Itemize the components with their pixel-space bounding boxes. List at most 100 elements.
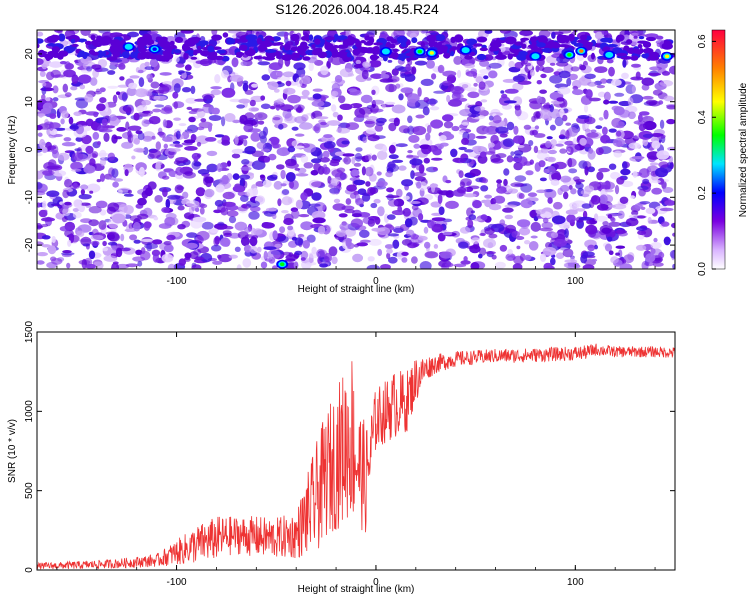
heatmap-cell <box>112 261 119 265</box>
heatmap-cell <box>333 198 341 204</box>
heatmap-cell <box>212 260 223 265</box>
heatmap-cell <box>120 233 125 242</box>
heatmap-cell <box>606 44 618 48</box>
heatmap-cell <box>197 153 202 158</box>
heatmap-cell <box>613 106 625 116</box>
heatmap-cell <box>63 205 69 210</box>
heatmap-cell <box>385 171 393 178</box>
heatmap-cell <box>217 221 225 226</box>
heatmap-cell <box>161 207 171 213</box>
heatmap-cell <box>269 105 276 110</box>
heatmap-cell <box>58 50 69 57</box>
heatmap-cell <box>484 227 495 235</box>
heatmap-cell <box>394 65 405 70</box>
heatmap-cell <box>261 222 275 229</box>
heatmap-cell <box>248 211 260 220</box>
heatmap-cell <box>71 43 79 48</box>
heatmap-cell <box>556 252 565 259</box>
heatmap-cell <box>547 197 553 204</box>
heatmap-cell <box>140 250 151 261</box>
heatmap-cell <box>285 254 299 261</box>
heatmap-cell <box>433 244 439 249</box>
heatmap-cell <box>538 30 551 39</box>
heatmap-cell <box>183 212 195 220</box>
heatmap-cell <box>570 66 580 72</box>
heatmap-cell <box>287 94 301 104</box>
heatmap-y-tick-label: 0 <box>24 146 35 152</box>
heatmap-cell <box>291 209 300 219</box>
heatmap-cell <box>606 137 612 144</box>
heatmap-cell <box>294 250 303 256</box>
snr-x-ticks: -100 0 100 <box>56 332 656 588</box>
heatmap-cell <box>496 186 507 194</box>
heatmap-cell <box>538 160 546 168</box>
heatmap-cell <box>616 34 625 42</box>
heatmap-cell <box>546 156 556 163</box>
heatmap-cell <box>338 213 348 218</box>
heatmap-cell <box>584 73 596 80</box>
heatmap-cell <box>453 55 463 65</box>
heatmap-cell <box>49 113 57 119</box>
heatmap-cell <box>224 113 236 122</box>
heatmap-cell <box>121 51 130 59</box>
snr-x-tick-label: 100 <box>567 577 584 588</box>
heatmap-cell <box>184 252 192 259</box>
heatmap-cell <box>638 188 646 197</box>
heatmap-cell <box>367 218 376 227</box>
heatmap-cell <box>211 30 218 36</box>
heatmap-cell <box>244 89 254 95</box>
heatmap-cell <box>265 207 277 212</box>
heatmap-cell <box>300 192 308 201</box>
heatmap-cell <box>144 243 159 250</box>
heatmap-cell <box>37 58 44 66</box>
heatmap-cell <box>464 149 474 153</box>
heatmap-cell <box>587 81 597 87</box>
heatmap-cell <box>354 152 363 162</box>
heatmap-cell <box>253 55 263 60</box>
heatmap-cell <box>142 135 153 142</box>
heatmap-cell <box>196 126 205 131</box>
heatmap-cell <box>531 38 536 44</box>
heatmap-cell <box>628 142 641 149</box>
heatmap-cell <box>627 97 634 106</box>
heatmap-cell <box>651 140 661 150</box>
heatmap-cell <box>635 244 647 251</box>
heatmap-cell <box>128 222 134 230</box>
heatmap-cell <box>564 259 578 264</box>
heatmap-cell <box>400 55 405 62</box>
heatmap-cell <box>566 143 580 153</box>
heatmap-cell <box>221 69 229 79</box>
heatmap-cell <box>418 213 424 221</box>
heatmap-cell <box>124 228 137 232</box>
heatmap-cell <box>138 166 145 177</box>
heatmap-cell <box>406 229 415 237</box>
heatmap-cell <box>129 234 138 241</box>
heatmap-cell <box>443 52 451 59</box>
heatmap-cell <box>604 243 613 252</box>
heatmap-cell <box>377 206 385 217</box>
heatmap-cell <box>204 176 214 184</box>
heatmap-cell <box>591 52 595 60</box>
heatmap-cell <box>388 154 399 160</box>
heatmap-cell <box>450 148 458 158</box>
heatmap-cell <box>217 254 222 259</box>
heatmap-cell <box>53 74 66 78</box>
heatmap-cell <box>197 45 202 50</box>
heatmap-cell <box>138 113 152 117</box>
heatmap-cell <box>239 174 251 180</box>
heatmap-cell <box>194 207 200 212</box>
heatmap-cell <box>121 92 128 102</box>
heatmap-cell <box>209 59 217 64</box>
heatmap-cell <box>107 85 119 89</box>
heatmap-cell <box>604 189 614 193</box>
heatmap-cell <box>425 132 431 141</box>
heatmap-cell <box>642 95 654 100</box>
heatmap-cell <box>181 43 189 52</box>
heatmap-cell <box>392 48 399 53</box>
heatmap-cell <box>475 177 485 183</box>
heatmap-cell <box>499 30 511 34</box>
heatmap-cell <box>632 170 638 178</box>
heatmap-cell <box>101 118 108 126</box>
heatmap-cell <box>133 221 141 232</box>
heatmap-cell <box>116 91 121 95</box>
